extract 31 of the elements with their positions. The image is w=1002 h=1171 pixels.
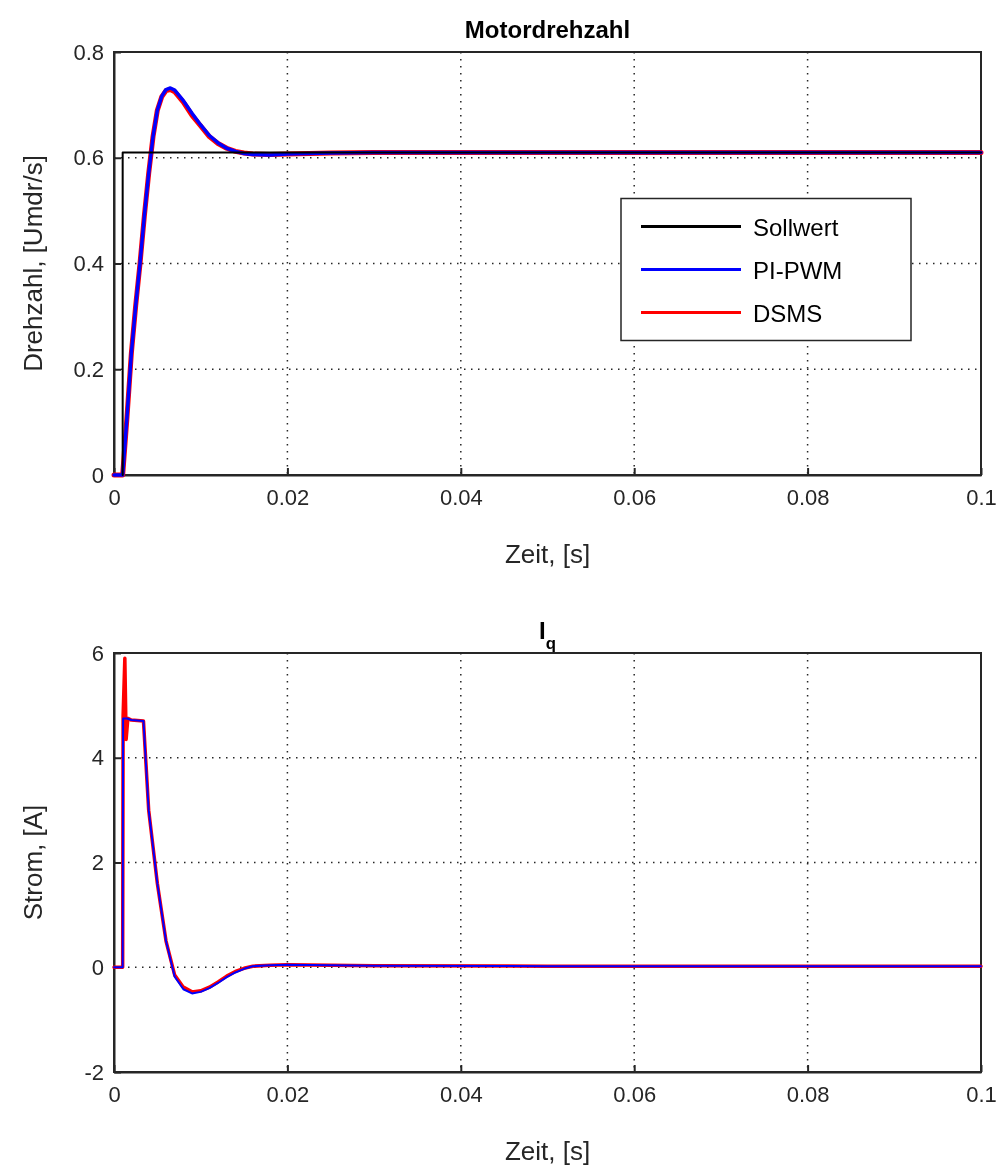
x-tick-label: 0.08: [786, 1081, 830, 1107]
x-tick-label: 0.02: [266, 484, 310, 510]
y-tick-label: 0: [91, 954, 104, 980]
y-tick-label: 0.6: [73, 145, 104, 171]
x-tick-label: 0.1: [966, 484, 997, 510]
legend-label: DSMS: [753, 299, 823, 327]
x-tick-label: 0.04: [439, 1081, 483, 1107]
y-tick-label: 0.2: [73, 356, 104, 382]
chart-title: Motordrehzahl: [464, 16, 631, 43]
y-tick-label: 0.8: [73, 39, 104, 65]
y-tick-label: 0.4: [73, 251, 104, 277]
x-tick-label: 0.1: [966, 1081, 997, 1107]
y-axis-title: Strom, [A]: [18, 804, 48, 921]
y-axis-title: Drehzahl, [Umdr/s]: [18, 155, 48, 372]
x-tick-label: 0: [108, 1081, 121, 1107]
x-tick-label: 0.06: [613, 484, 657, 510]
x-tick-label: 0: [108, 484, 121, 510]
y-tick-label: 2: [91, 850, 104, 876]
x-tick-label: 0.02: [266, 1081, 310, 1107]
x-axis-title: Zeit, [s]: [504, 1136, 591, 1166]
legend-label: Sollwert: [753, 213, 839, 241]
chart-title: I$_{q}$: [539, 617, 556, 653]
x-tick-label: 0.04: [439, 484, 483, 510]
y-tick-label: 4: [91, 745, 104, 771]
legend-label: PI-PWM: [753, 256, 843, 284]
y-tick-label: -2: [84, 1059, 104, 1085]
x-tick-label: 0.08: [786, 484, 830, 510]
y-tick-label: 0: [91, 462, 104, 488]
x-tick-label: 0.06: [613, 1081, 657, 1107]
x-axis-title: Zeit, [s]: [504, 539, 591, 569]
y-tick-label: 6: [91, 640, 104, 666]
